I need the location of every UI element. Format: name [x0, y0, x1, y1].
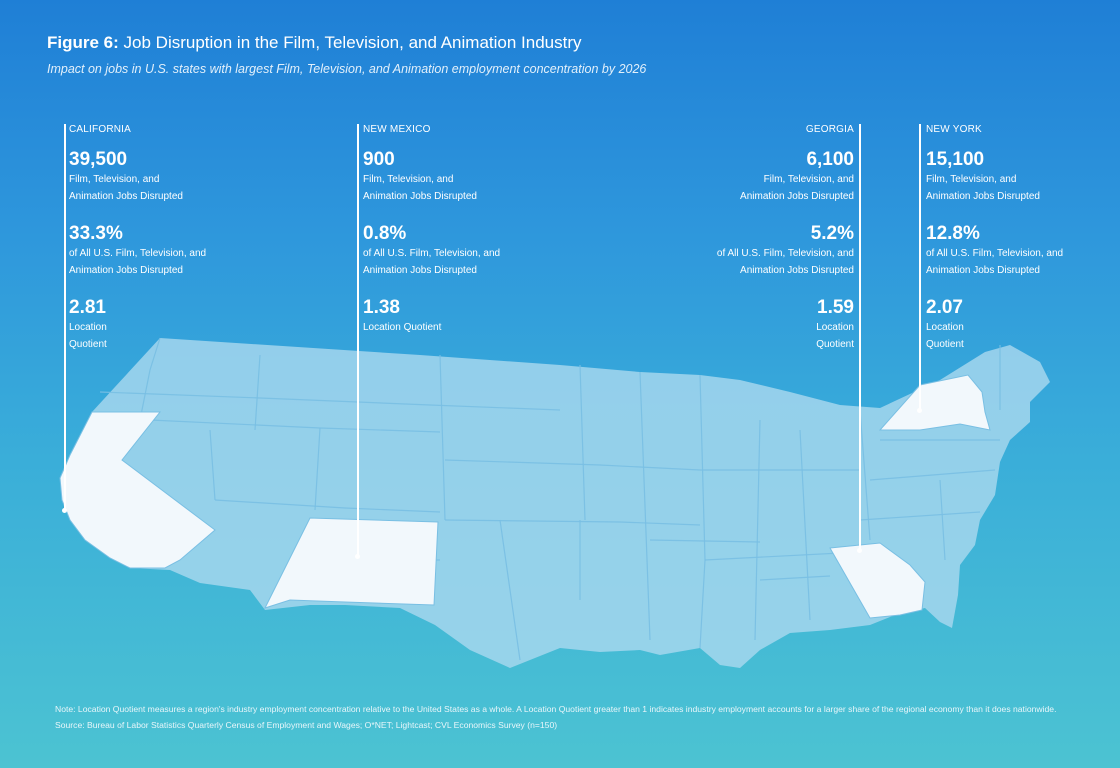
- state-callout-california: CALIFORNIA 39,500 Film, Television, and …: [69, 124, 259, 371]
- figure-title: Figure 6: Job Disruption in the Film, Te…: [47, 33, 582, 53]
- location-quotient-label: Location: [69, 322, 107, 333]
- share-value: 12.8%: [926, 223, 980, 244]
- jobs-disrupted-label: Animation Jobs Disrupted: [69, 191, 183, 202]
- state-shape-new-mexico: [264, 517, 439, 609]
- callout-line-new-york: [919, 124, 921, 410]
- location-quotient-label: Location Quotient: [363, 322, 442, 333]
- location-quotient-value: 1.59: [817, 297, 854, 318]
- state-name: GEORGIA: [805, 124, 854, 135]
- share-value: 5.2%: [810, 223, 854, 244]
- share-label: Animation Jobs Disrupted: [363, 265, 477, 276]
- location-quotient-label: Location: [926, 322, 964, 333]
- state-name: NEW MEXICO: [363, 124, 431, 135]
- state-name: CALIFORNIA: [69, 124, 132, 135]
- location-quotient-label: Quotient: [816, 339, 854, 350]
- us-land: [60, 338, 1050, 668]
- jobs-disrupted-label: Animation Jobs Disrupted: [926, 191, 1040, 202]
- share-label: Animation Jobs Disrupted: [69, 265, 183, 276]
- share-label: of All U.S. Film, Television, and: [926, 248, 1064, 259]
- jobs-disrupted-value: 15,100: [926, 149, 985, 170]
- state-name: NEW YORK: [926, 124, 982, 135]
- location-quotient-label: Location: [816, 322, 854, 333]
- state-callout-new-mexico: NEW MEXICO 900 Film, Television, and Ani…: [363, 124, 553, 354]
- location-quotient-value: 2.81: [69, 297, 106, 318]
- callout-dot-new-mexico: [355, 554, 360, 559]
- jobs-disrupted-value: 39,500: [69, 149, 128, 170]
- state-callout-new-york: NEW YORK 15,100 Film, Television, and An…: [926, 124, 1116, 371]
- jobs-disrupted-label: Film, Television, and: [926, 174, 1017, 185]
- callout-line-new-mexico: [357, 124, 359, 556]
- jobs-disrupted-label: Animation Jobs Disrupted: [740, 191, 854, 202]
- figure-subtitle: Impact on jobs in U.S. states with large…: [47, 62, 647, 76]
- jobs-disrupted-value: 900: [363, 149, 395, 170]
- callout-dot-california: [62, 508, 67, 513]
- jobs-disrupted-value: 6,100: [806, 149, 854, 170]
- share-label: Animation Jobs Disrupted: [740, 265, 854, 276]
- share-label: of All U.S. Film, Television, and: [716, 248, 854, 259]
- callout-dot-new-york: [917, 408, 922, 413]
- state-shape-new-york: [878, 374, 991, 431]
- note-text: Note: Location Quotient measures a regio…: [55, 704, 1057, 714]
- share-label: of All U.S. Film, Television, and: [363, 248, 501, 259]
- share-label: of All U.S. Film, Television, and: [69, 248, 207, 259]
- jobs-disrupted-label: Film, Television, and: [69, 174, 160, 185]
- state-callout-georgia: GEORGIA 6,100 Film, Television, and Anim…: [664, 124, 854, 371]
- share-value: 33.3%: [69, 223, 123, 244]
- location-quotient-label: Quotient: [69, 339, 107, 350]
- state-shape-georgia: [829, 542, 926, 619]
- jobs-disrupted-label: Film, Television, and: [363, 174, 454, 185]
- share-value: 0.8%: [363, 223, 407, 244]
- location-quotient-value: 2.07: [926, 297, 963, 318]
- location-quotient-value: 1.38: [363, 297, 400, 318]
- jobs-disrupted-label: Animation Jobs Disrupted: [363, 191, 477, 202]
- jobs-disrupted-label: Film, Television, and: [763, 174, 854, 185]
- footnotes: Note: Location Quotient measures a regio…: [55, 703, 1075, 735]
- state-shape-california: [59, 411, 216, 569]
- figure-label: Figure 6:: [47, 33, 119, 52]
- figure-title-text: Job Disruption in the Film, Television, …: [123, 33, 582, 52]
- callout-line-california: [64, 124, 66, 510]
- source-text: Source: Bureau of Labor Statistics Quart…: [55, 720, 558, 730]
- location-quotient-label: Quotient: [926, 339, 964, 350]
- callout-dot-georgia: [857, 548, 862, 553]
- highlighted-states: [59, 374, 991, 619]
- share-label: Animation Jobs Disrupted: [926, 265, 1040, 276]
- callout-line-georgia: [859, 124, 861, 550]
